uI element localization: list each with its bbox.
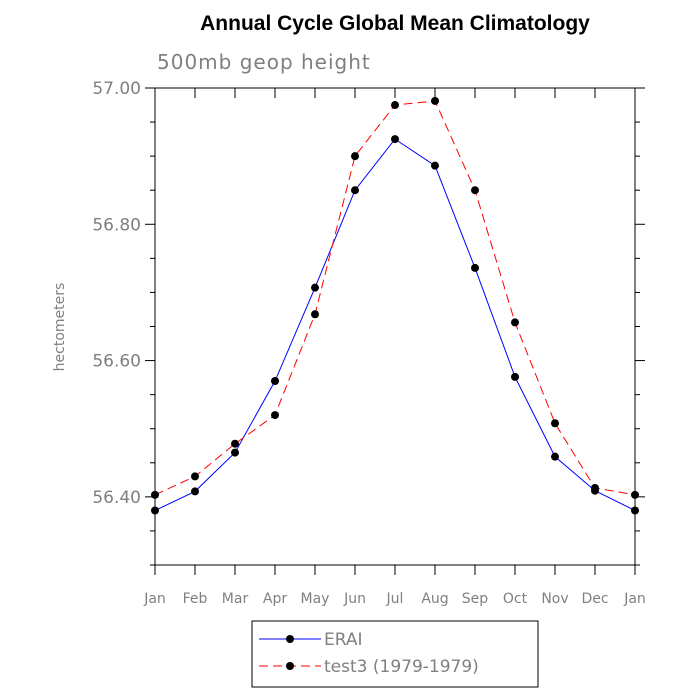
data-point-series-0 xyxy=(231,448,239,457)
legend: ERAI test3 (1979-1979) xyxy=(251,620,539,688)
data-point-series-0 xyxy=(351,186,359,195)
series-line-0 xyxy=(154,138,636,511)
chart-title: Annual Cycle Global Mean Climatology xyxy=(200,12,590,35)
x-tick-label: Mar xyxy=(222,591,249,607)
y-axis-ticks: 56.40 56.60 56.80 57.00 xyxy=(92,79,645,566)
x-tick-label: May xyxy=(301,591,330,607)
legend-box xyxy=(251,620,539,688)
data-point-series-1 xyxy=(351,152,359,161)
data-point-series-1 xyxy=(151,490,159,499)
y-tick-label: 56.40 xyxy=(92,488,141,508)
data-point-series-0 xyxy=(551,452,559,461)
data-point-series-1 xyxy=(591,483,599,492)
data-point-series-0 xyxy=(191,487,199,496)
series-line-1 xyxy=(154,100,636,496)
data-point-series-1 xyxy=(471,186,479,195)
x-tick-label: Jul xyxy=(386,591,404,607)
data-point-series-0 xyxy=(311,283,319,292)
data-point-series-1 xyxy=(231,439,239,448)
x-tick-label: Oct xyxy=(503,591,528,607)
data-point-series-1 xyxy=(551,419,559,428)
legend-test3-marker xyxy=(286,662,294,670)
legend-erai-label: ERAI xyxy=(324,630,363,650)
data-point-series-1 xyxy=(431,96,439,105)
x-tick-label: Feb xyxy=(183,591,208,607)
x-tick-label: Jun xyxy=(343,591,366,607)
y-tick-label: 57.00 xyxy=(92,79,141,99)
x-tick-label: Dec xyxy=(581,591,608,607)
legend-test3-label: test3 (1979-1979) xyxy=(324,657,479,677)
data-point-series-1 xyxy=(511,318,519,327)
legend-erai-marker xyxy=(286,635,294,643)
y-axis-label: hectometers xyxy=(52,283,68,372)
x-tick-label: Aug xyxy=(421,591,448,607)
data-point-series-1 xyxy=(631,490,639,499)
x-axis-ticks: Jan Feb Mar Apr May Jun Jul Aug Sep Oct Nov Dec Jan xyxy=(143,88,646,607)
data-point-series-0 xyxy=(511,372,519,381)
x-tick-label: Jan xyxy=(623,591,646,607)
y-tick-label: 56.80 xyxy=(92,215,141,235)
x-tick-label: Apr xyxy=(263,591,287,607)
x-tick-label: Jan xyxy=(143,591,166,607)
plot-frame xyxy=(154,87,636,566)
series-layer xyxy=(151,96,639,515)
data-point-series-1 xyxy=(391,101,399,110)
data-point-series-0 xyxy=(151,506,159,515)
chart-subtitle: 500mb geop height xyxy=(157,50,371,74)
data-point-series-0 xyxy=(471,263,479,272)
data-point-series-0 xyxy=(431,161,439,170)
data-point-series-1 xyxy=(311,310,319,319)
x-tick-label: Sep xyxy=(462,591,489,607)
data-point-series-0 xyxy=(391,135,399,144)
data-point-series-0 xyxy=(271,377,279,386)
data-point-series-1 xyxy=(271,411,279,420)
data-point-series-1 xyxy=(191,472,199,481)
x-tick-label: Nov xyxy=(541,591,568,607)
data-point-series-0 xyxy=(631,506,639,515)
y-tick-label: 56.60 xyxy=(92,352,141,372)
